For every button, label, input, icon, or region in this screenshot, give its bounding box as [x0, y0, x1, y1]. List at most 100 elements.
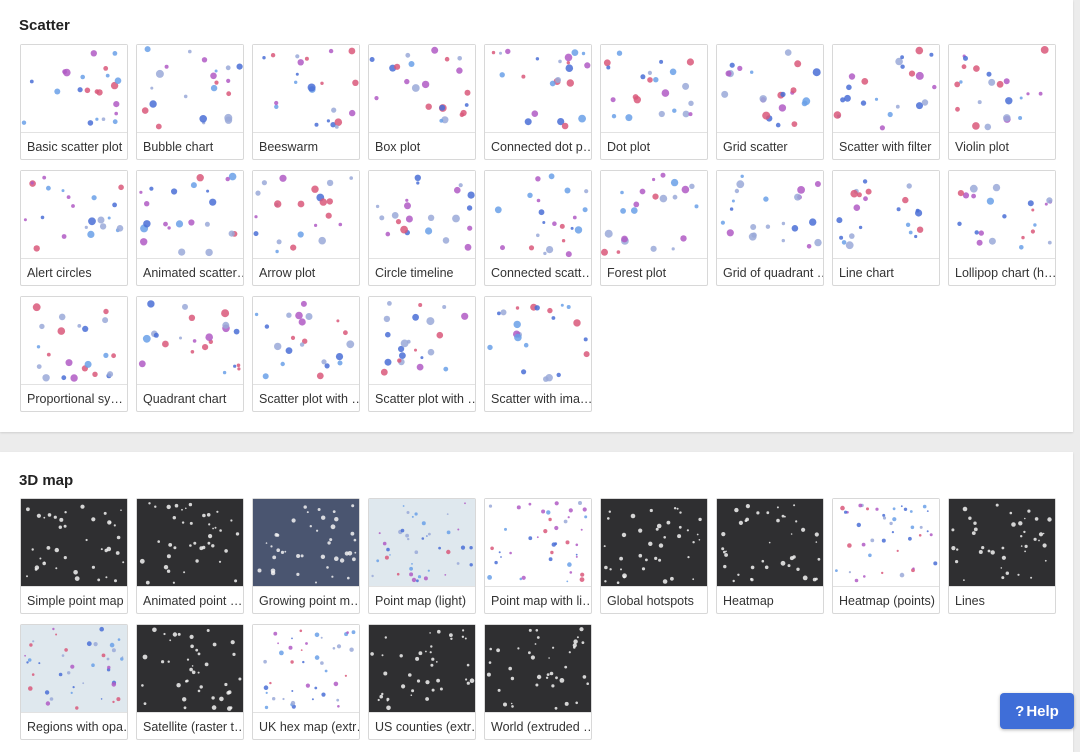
decor-dot — [464, 89, 471, 96]
decor-dot — [466, 205, 473, 211]
decor-dot — [850, 189, 858, 198]
template-card[interactable]: Alert circles — [20, 170, 128, 286]
template-card[interactable]: Lollipop chart (h… — [948, 170, 1056, 286]
template-card[interactable]: Connected scatt… — [484, 170, 592, 286]
template-card[interactable]: Connected dot p… — [484, 44, 592, 160]
template-card[interactable]: Scatter plot with … — [368, 296, 476, 412]
decor-dot — [29, 643, 33, 647]
decor-dot — [446, 549, 451, 555]
template-card[interactable]: Simple point map — [20, 498, 128, 614]
template-card[interactable]: Scatter plot with … — [252, 296, 360, 412]
decor-dot — [620, 208, 626, 214]
decor-dot — [274, 342, 282, 351]
decor-dot — [155, 69, 164, 78]
template-card[interactable]: Scatter with filter — [832, 44, 940, 160]
decor-dot — [416, 181, 420, 185]
decor-dot — [314, 632, 320, 638]
template-card[interactable]: US counties (extr… — [368, 624, 476, 740]
template-card[interactable]: Dot plot — [600, 44, 708, 160]
decor-dot — [26, 575, 28, 578]
decor-dot — [1046, 197, 1053, 204]
decor-dot — [274, 104, 279, 109]
decor-dot — [116, 225, 124, 232]
decor-dot — [157, 540, 160, 543]
decor-dot — [557, 118, 565, 126]
decor-dot — [73, 570, 78, 575]
template-card[interactable]: Bubble chart — [136, 44, 244, 160]
decor-dot — [933, 561, 938, 566]
template-card[interactable]: Scatter with ima… — [484, 296, 592, 412]
decor-dot — [578, 114, 586, 123]
decor-dot — [776, 518, 780, 523]
decor-dot — [682, 110, 690, 118]
template-card[interactable]: Violin plot — [948, 44, 1056, 160]
decor-dot — [46, 185, 51, 191]
card-label: Global hotspots — [607, 594, 694, 608]
template-card[interactable]: Point map (light) — [368, 498, 476, 614]
template-card[interactable]: Point map with li… — [484, 498, 592, 614]
template-card[interactable]: Animated scatter… — [136, 170, 244, 286]
decor-dot — [579, 577, 585, 582]
decor-dot — [425, 103, 432, 110]
decor-dot — [910, 525, 915, 530]
template-card[interactable]: Arrow plot — [252, 170, 360, 286]
template-card[interactable]: Lines — [948, 498, 1056, 614]
decor-dot — [379, 694, 383, 699]
decor-dot — [337, 360, 343, 366]
template-card[interactable]: Box plot — [368, 44, 476, 160]
decor-dot — [224, 113, 233, 122]
decor-dot — [836, 217, 843, 224]
help-button[interactable]: ? Help — [1000, 693, 1074, 729]
decor-dot — [467, 191, 475, 199]
template-card[interactable]: Proportional sy… — [20, 296, 128, 412]
decor-dot — [172, 516, 176, 520]
decor-dot — [579, 627, 584, 632]
template-card[interactable]: Global hotspots — [600, 498, 708, 614]
template-card[interactable]: Forest plot — [600, 170, 708, 286]
template-card[interactable]: Regions with opa… — [20, 624, 128, 740]
decor-dot — [446, 530, 451, 535]
decor-dot — [53, 515, 57, 519]
decor-dot — [284, 550, 287, 553]
template-card[interactable]: Circle timeline — [368, 170, 476, 286]
template-card[interactable]: Grid scatter — [716, 44, 824, 160]
template-card[interactable]: Heatmap — [716, 498, 824, 614]
template-grid: Basic scatter plot Bubble chart Beeswarm Bo… — [20, 44, 1056, 412]
decor-dot — [188, 219, 195, 226]
decor-dot — [849, 233, 855, 239]
thumbnail — [949, 171, 1055, 259]
decor-dot — [290, 335, 296, 340]
template-card[interactable]: Line chart — [832, 170, 940, 286]
decor-dot — [384, 358, 392, 366]
template-card[interactable]: UK hex map (extr… — [252, 624, 360, 740]
decor-dot — [955, 560, 959, 564]
decor-dot — [441, 116, 449, 124]
template-card[interactable]: Quadrant chart — [136, 296, 244, 412]
decor-dot — [652, 193, 659, 200]
decor-dot — [427, 569, 430, 572]
decor-dot — [511, 705, 514, 708]
template-card[interactable]: Satellite (raster t… — [136, 624, 244, 740]
template-card[interactable]: Grid of quadrant … — [716, 170, 824, 286]
decor-dot — [436, 331, 444, 339]
decor-dot — [508, 666, 512, 671]
decor-dot — [916, 102, 923, 110]
decor-dot — [676, 507, 679, 510]
decor-dot — [188, 502, 193, 507]
decor-dot — [47, 513, 52, 517]
template-card[interactable]: Growing point m… — [252, 498, 360, 614]
decor-dot — [963, 55, 968, 61]
decor-dot — [320, 554, 326, 559]
decor-dot — [914, 234, 918, 239]
decor-dot — [300, 554, 304, 558]
template-card[interactable]: Heatmap (points) — [832, 498, 940, 614]
template-card[interactable]: Basic scatter plot — [20, 44, 128, 160]
decor-dot — [1030, 229, 1035, 234]
template-card[interactable]: Beeswarm — [252, 44, 360, 160]
template-card[interactable]: World (extruded … — [484, 624, 592, 740]
template-card[interactable]: Animated point … — [136, 498, 244, 614]
thumbnail — [21, 171, 127, 259]
decor-dot — [666, 520, 671, 525]
decor-dot — [817, 557, 821, 561]
decor-dot — [270, 53, 276, 58]
